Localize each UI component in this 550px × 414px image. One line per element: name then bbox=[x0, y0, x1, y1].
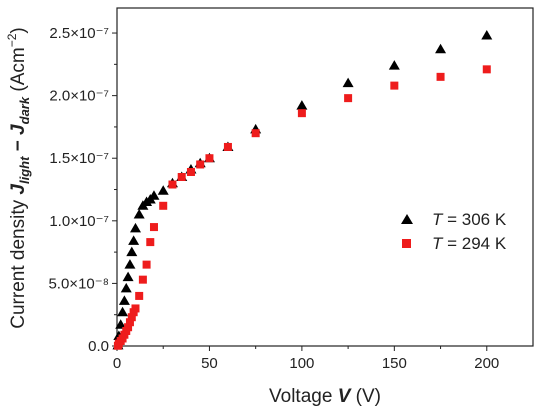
data-point-square bbox=[251, 129, 260, 138]
data-point-triangle bbox=[117, 306, 129, 317]
data-point-square bbox=[131, 304, 140, 313]
data-point-square bbox=[146, 238, 155, 247]
data-point-square bbox=[127, 313, 136, 322]
y-tick-label: 0.0 bbox=[88, 338, 109, 355]
data-point-square bbox=[344, 94, 353, 103]
data-point-triangle bbox=[342, 77, 354, 88]
legend-marker-306k bbox=[401, 214, 413, 224]
legend-label-294k: T = 294 K bbox=[432, 234, 507, 253]
data-point-triangle bbox=[133, 209, 145, 219]
x-axis-title: Voltage V (V) bbox=[269, 386, 381, 407]
data-point-square bbox=[168, 180, 177, 189]
legend-marker-294k bbox=[402, 239, 411, 248]
data-point-triangle bbox=[115, 319, 127, 329]
series-1 bbox=[113, 65, 491, 350]
data-point-square bbox=[124, 323, 133, 332]
x-tick-label: 0 bbox=[113, 355, 121, 372]
data-point-triangle bbox=[435, 43, 447, 54]
data-point-triangle bbox=[126, 246, 138, 257]
data-point-square bbox=[196, 160, 205, 169]
data-point-triangle bbox=[129, 222, 141, 233]
y-tick-label: 5.0×10⁻⁸ bbox=[48, 275, 109, 292]
data-point-square bbox=[205, 154, 214, 163]
series-0 bbox=[112, 30, 493, 350]
data-point-triangle bbox=[481, 30, 493, 40]
data-point-triangle bbox=[128, 235, 140, 245]
data-point-square bbox=[159, 201, 168, 210]
y-tick-label: 1.5×10⁻⁷ bbox=[49, 150, 109, 167]
data-point-square bbox=[149, 223, 158, 232]
data-point-triangle bbox=[148, 190, 160, 200]
y-tick-label: 2.0×10⁻⁷ bbox=[49, 88, 109, 105]
data-point-square bbox=[177, 173, 186, 181]
legend-label-306k: T = 306 K bbox=[432, 210, 507, 229]
data-point-triangle bbox=[122, 271, 134, 282]
data-point-square bbox=[138, 275, 147, 284]
data-point-square bbox=[297, 109, 306, 118]
data-point-square bbox=[186, 167, 195, 176]
data-point-triangle bbox=[157, 185, 169, 195]
data-point-triangle bbox=[296, 100, 308, 110]
data-point-triangle bbox=[388, 60, 400, 70]
data-point-triangle bbox=[118, 295, 130, 305]
data-point-square bbox=[142, 260, 151, 269]
tick-labels: 0 50 100 150 200 0.0 5.0×10⁻⁸ 1.0×10⁻⁷ 1.5×10⁻⁷ 2… bbox=[48, 25, 499, 372]
data-point-square bbox=[436, 72, 445, 81]
x-tick-label: 50 bbox=[201, 355, 218, 372]
x-tick-label: 200 bbox=[474, 355, 499, 372]
x-tick-label: 150 bbox=[382, 355, 407, 372]
x-tick-label: 100 bbox=[289, 355, 314, 372]
y-axis-title: Current density Jlight − Jdark (Acm−2) bbox=[5, 27, 32, 328]
data-point-square bbox=[125, 318, 134, 327]
data-point-square bbox=[135, 291, 144, 300]
y-tick-label: 1.0×10⁻⁷ bbox=[49, 213, 109, 230]
y-tick-label: 2.5×10⁻⁷ bbox=[49, 25, 109, 42]
data-point-triangle bbox=[120, 282, 132, 293]
data-point-square bbox=[223, 142, 232, 151]
data-points bbox=[112, 30, 493, 350]
data-point-triangle bbox=[124, 259, 136, 269]
legend: T = 306 K T = 294 K bbox=[401, 210, 507, 253]
data-point-square bbox=[390, 81, 399, 90]
data-point-square bbox=[482, 65, 491, 74]
plot-frame bbox=[116, 7, 534, 347]
axis-ticks bbox=[112, 32, 488, 351]
